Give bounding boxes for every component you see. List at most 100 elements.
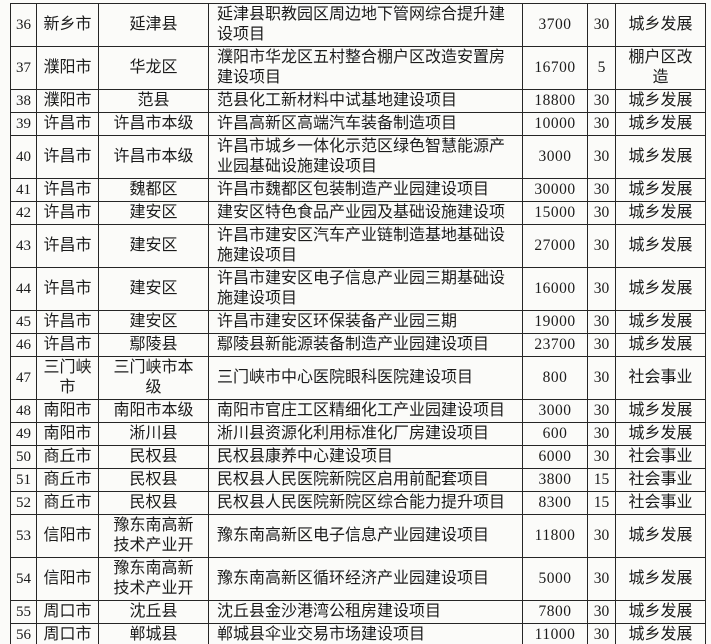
term-cell: 30 [587, 333, 616, 357]
category-cell: 城乡发展 [615, 267, 706, 311]
amount-cell: 7800 [522, 600, 588, 624]
term-cell: 30 [587, 399, 616, 423]
city-cell: 信阳市 [36, 557, 99, 601]
row-number: 55 [10, 600, 37, 624]
city-cell: 濮阳市 [36, 89, 99, 113]
district-cell: 淅川县 [98, 422, 209, 446]
term-cell: 30 [587, 224, 616, 268]
city-cell: 许昌市 [36, 333, 99, 357]
district-cell: 许昌市本级 [98, 112, 209, 136]
district-cell: 建安区 [98, 201, 209, 225]
amount-cell: 15000 [522, 201, 588, 225]
row-number: 56 [10, 623, 37, 644]
amount-cell: 8300 [522, 491, 588, 515]
city-cell: 许昌市 [36, 112, 99, 136]
district-cell: 建安区 [98, 224, 209, 268]
project-name-cell: 淅川县资源化利用标准化厂房建设项目 [208, 422, 523, 446]
amount-cell: 11800 [522, 514, 588, 558]
district-cell: 建安区 [98, 267, 209, 311]
category-cell: 社会事业 [615, 356, 706, 400]
row-number: 53 [10, 514, 37, 558]
city-cell: 许昌市 [36, 178, 99, 202]
category-cell: 城乡发展 [615, 3, 706, 47]
row-number: 51 [10, 468, 37, 492]
amount-cell: 30000 [522, 178, 588, 202]
amount-cell: 19000 [522, 310, 588, 334]
table-row: 52 商丘市 民权县 民权县人民医院新院区综合能力提升项目 8300 15 社会… [10, 491, 706, 515]
district-cell: 延津县 [98, 3, 209, 47]
district-cell: 范县 [98, 89, 209, 113]
category-cell: 城乡发展 [615, 310, 706, 334]
district-cell: 民权县 [98, 491, 209, 515]
row-number: 36 [10, 3, 37, 47]
city-cell: 濮阳市 [36, 46, 99, 90]
project-name-cell: 南阳市官庄工区精细化工产业园建设项目 [208, 399, 523, 423]
term-cell: 15 [587, 491, 616, 515]
project-name-cell: 鄢陵县新能源装备制造产业园建设项目 [208, 333, 523, 357]
term-cell: 30 [587, 178, 616, 202]
district-cell: 豫东南高新技术产业开 [98, 514, 209, 558]
district-cell: 郸城县 [98, 623, 209, 644]
term-cell: 30 [587, 445, 616, 469]
district-cell: 魏都区 [98, 178, 209, 202]
project-name-cell: 民权县人民医院新院区启用前配套项目 [208, 468, 523, 492]
category-cell: 城乡发展 [615, 600, 706, 624]
projects-table: 36 新乡市 延津县 延津县职教园区周边地下管网综合提升建设项目 3700 30… [10, 3, 706, 644]
table-row: 47 三门峡市 三门峡市本级 三门峡市中心医院眼科医院建设项目 800 30 社… [10, 356, 706, 400]
project-name-cell: 许昌市城乡一体化示范区绿色智慧能源产业园基础设施建设项目 [208, 135, 523, 179]
project-name-cell: 豫东南高新区循环经济产业园建设项目 [208, 557, 523, 601]
category-cell: 社会事业 [615, 468, 706, 492]
district-cell: 华龙区 [98, 46, 209, 90]
row-number: 52 [10, 491, 37, 515]
amount-cell: 16700 [522, 46, 588, 90]
row-number: 39 [10, 112, 37, 136]
project-name-cell: 许昌市建安区电子信息产业园三期基础设施建设项目 [208, 267, 523, 311]
project-name-cell: 许昌市建安区汽车产业链制造基地基础设施建设项目 [208, 224, 523, 268]
city-cell: 三门峡市 [36, 356, 99, 400]
district-cell: 建安区 [98, 310, 209, 334]
amount-cell: 27000 [522, 224, 588, 268]
category-cell: 城乡发展 [615, 89, 706, 113]
city-cell: 周口市 [36, 623, 99, 644]
category-cell: 城乡发展 [615, 135, 706, 179]
city-cell: 许昌市 [36, 201, 99, 225]
amount-cell: 6000 [522, 445, 588, 469]
term-cell: 30 [587, 135, 616, 179]
project-name-cell: 建安区特色食品产业园及基础设施建设项 [208, 201, 523, 225]
project-name-cell: 郸城县伞业交易市场建设项目 [208, 623, 523, 644]
district-cell: 豫东南高新技术产业开 [98, 557, 209, 601]
category-cell: 城乡发展 [615, 224, 706, 268]
table-row: 42 许昌市 建安区 建安区特色食品产业园及基础设施建设项 15000 30 城… [10, 201, 706, 225]
district-cell: 南阳市本级 [98, 399, 209, 423]
project-name-cell: 沈丘县金沙港湾公租房建设项目 [208, 600, 523, 624]
category-cell: 社会事业 [615, 491, 706, 515]
row-number: 47 [10, 356, 37, 400]
city-cell: 商丘市 [36, 468, 99, 492]
table-row: 41 许昌市 魏都区 许昌市魏都区包装制造产业园建设项目 30000 30 城乡… [10, 178, 706, 202]
table-body: 36 新乡市 延津县 延津县职教园区周边地下管网综合提升建设项目 3700 30… [10, 3, 706, 644]
table-row: 39 许昌市 许昌市本级 许昌高新区高端汽车装备制造项目 10000 30 城乡… [10, 112, 706, 136]
term-cell: 30 [587, 600, 616, 624]
term-cell: 30 [587, 623, 616, 644]
amount-cell: 3000 [522, 135, 588, 179]
row-number: 41 [10, 178, 37, 202]
amount-cell: 3800 [522, 468, 588, 492]
row-number: 40 [10, 135, 37, 179]
row-number: 49 [10, 422, 37, 446]
term-cell: 30 [587, 557, 616, 601]
category-cell: 城乡发展 [615, 422, 706, 446]
project-name-cell: 许昌高新区高端汽车装备制造项目 [208, 112, 523, 136]
district-cell: 民权县 [98, 468, 209, 492]
amount-cell: 600 [522, 422, 588, 446]
category-cell: 城乡发展 [615, 333, 706, 357]
term-cell: 30 [587, 514, 616, 558]
project-name-cell: 许昌市建安区环保装备产业园三期 [208, 310, 523, 334]
category-cell: 棚户区改造 [615, 46, 706, 90]
city-cell: 周口市 [36, 600, 99, 624]
project-name-cell: 民权县人民医院新院区综合能力提升项目 [208, 491, 523, 515]
category-cell: 城乡发展 [615, 178, 706, 202]
table-row: 46 许昌市 鄢陵县 鄢陵县新能源装备制造产业园建设项目 23700 30 城乡… [10, 333, 706, 357]
table-row: 45 许昌市 建安区 许昌市建安区环保装备产业园三期 19000 30 城乡发展 [10, 310, 706, 334]
project-name-cell: 民权县康养中心建设项目 [208, 445, 523, 469]
